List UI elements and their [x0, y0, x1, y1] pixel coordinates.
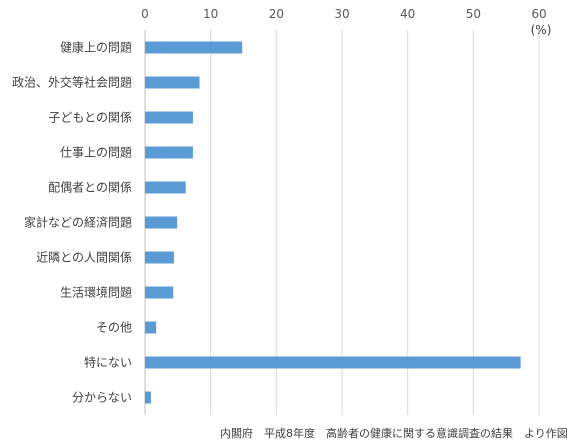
x-tick-label: 40	[400, 7, 415, 21]
x-tick-label: 20	[269, 7, 284, 21]
x-tick-label: 50	[466, 7, 481, 21]
category-label: 生活環境問題	[60, 285, 132, 300]
x-tick-label: 60	[531, 7, 546, 21]
axis-labels: 0 10 20 30 40 50 60 健康上の問題政治、外交等社会問題子どもとの関係仕事上の…	[12, 7, 547, 405]
category-label: 特にない	[84, 355, 132, 370]
category-label: 仕事上の問題	[60, 146, 132, 160]
category-label: 分からない	[72, 391, 132, 405]
category-label: 配偶者との関係	[48, 181, 132, 195]
bar	[145, 356, 521, 369]
x-tick-label: 0	[141, 7, 149, 21]
bar	[145, 391, 151, 404]
bars	[145, 41, 521, 404]
bar	[145, 181, 186, 194]
bar	[145, 321, 157, 334]
bar	[145, 76, 200, 89]
category-label: 家計などの経済問題	[24, 215, 132, 230]
category-label: 子どもとの関係	[48, 111, 132, 125]
bar	[145, 286, 174, 299]
bar	[145, 41, 243, 54]
category-label: 政治、外交等社会問題	[12, 75, 132, 90]
bar	[145, 251, 174, 264]
gridlines	[144, 30, 540, 415]
unit-label: (%)	[531, 23, 552, 37]
bar	[145, 216, 178, 229]
category-label: 近隣との人間関係	[36, 250, 132, 265]
category-label: その他	[96, 321, 132, 335]
bar	[145, 146, 193, 159]
bar	[145, 111, 193, 124]
source-note: 内閣府 平成8年度 高齢者の健康に関する意識調査の結果 より作図	[220, 427, 567, 440]
x-tick-label: 10	[203, 7, 218, 21]
x-tick-label: 30	[334, 7, 349, 21]
category-label: 健康上の問題	[60, 40, 132, 55]
